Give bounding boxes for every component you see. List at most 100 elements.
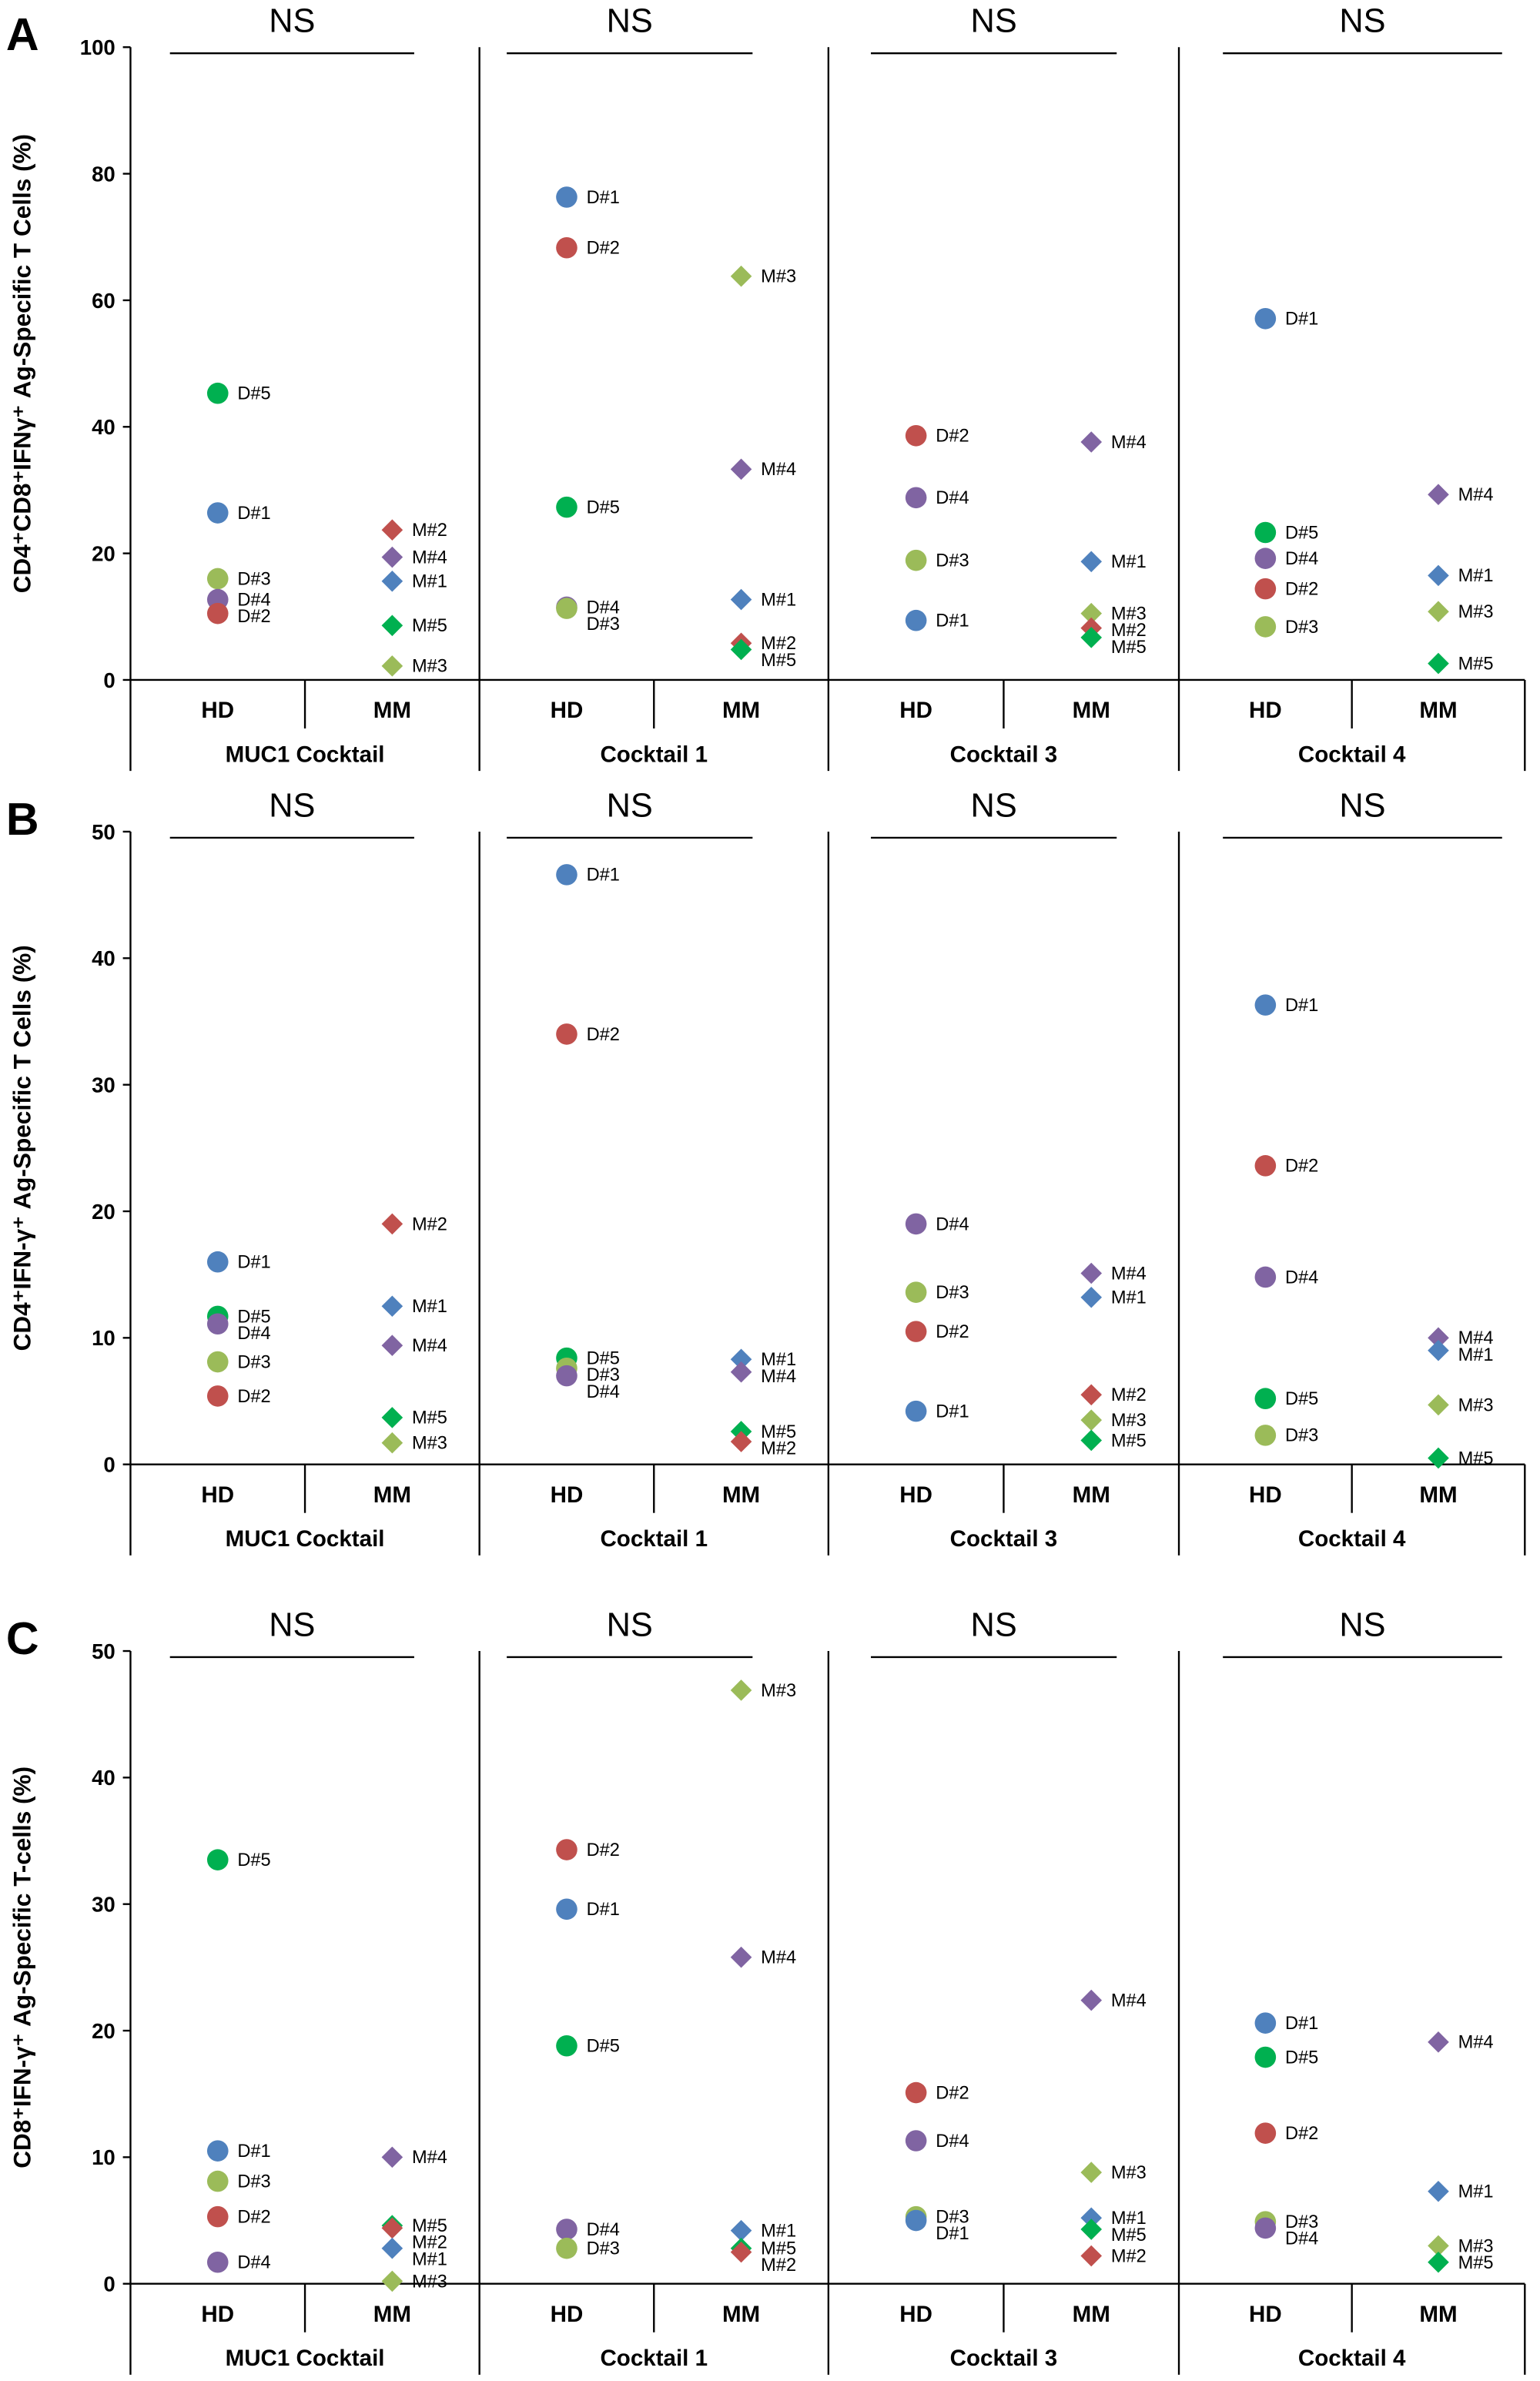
data-point-label: D#3 xyxy=(237,569,270,589)
data-point-label: D#2 xyxy=(587,1840,620,1860)
data-point-label: D#3 xyxy=(936,2207,969,2227)
data-point-hd xyxy=(905,424,927,447)
data-point-hd xyxy=(1254,616,1277,638)
y-tick-label: 50 xyxy=(92,820,116,844)
data-point-label: D#1 xyxy=(587,866,620,886)
data-point-label: M#1 xyxy=(1458,566,1494,586)
category-label: HD xyxy=(551,2302,584,2327)
data-point-mm xyxy=(730,1946,752,1968)
data-point-mm xyxy=(1080,1384,1103,1406)
significance-label: NS xyxy=(269,3,315,40)
data-point-label: M#4 xyxy=(412,2148,447,2168)
y-axis-label: CD4⁺CD8⁺IFNγ⁺ Ag-Specific T Cells (%) xyxy=(8,134,35,593)
category-label: HD xyxy=(201,2302,234,2327)
data-point-label: D#2 xyxy=(936,1322,969,1342)
data-point-hd xyxy=(1254,578,1277,600)
category-label: HD xyxy=(1249,1482,1282,1508)
data-point-label: M#1 xyxy=(761,1350,796,1370)
data-point-label: D#3 xyxy=(587,2239,620,2259)
data-point-mm xyxy=(1080,2245,1103,2267)
group-label: MUC1 Cocktail xyxy=(226,742,385,767)
data-point-hd xyxy=(1254,2217,1277,2239)
significance-label: NS xyxy=(607,3,653,40)
data-point-label: M#1 xyxy=(1111,2209,1147,2229)
data-point-label: M#1 xyxy=(761,2222,796,2242)
data-point-hd xyxy=(905,1281,927,1303)
data-point-label: M#5 xyxy=(412,616,447,636)
data-point-hd xyxy=(556,496,578,518)
data-point-label: M#4 xyxy=(761,1948,796,1968)
data-point-hd xyxy=(905,609,927,631)
data-point-hd xyxy=(905,1321,927,1342)
data-point-mm xyxy=(381,2146,403,2168)
data-point-hd xyxy=(556,1898,578,1921)
panel-letter: C xyxy=(6,1612,39,1664)
data-point-mm xyxy=(730,1361,752,1383)
data-point-label: D#2 xyxy=(587,1025,620,1045)
y-axis-label: CD4⁺IFN-γ⁺ Ag-Specific T Cells (%) xyxy=(8,945,35,1351)
data-point-label: D#5 xyxy=(1285,523,1318,543)
data-point-label: M#4 xyxy=(1111,1991,1147,2011)
group-label: Cocktail 4 xyxy=(1298,742,1406,767)
data-point-label: M#5 xyxy=(761,1422,796,1442)
data-point-hd xyxy=(905,1213,927,1235)
data-point-mm xyxy=(1080,1409,1103,1431)
data-point-label: D#3 xyxy=(237,1352,270,1372)
data-point-hd xyxy=(206,1313,229,1335)
data-point-label: D#3 xyxy=(237,2172,270,2192)
data-point-label: M#4 xyxy=(761,460,796,480)
data-point-label: D#2 xyxy=(587,239,620,259)
data-point-label: M#1 xyxy=(412,2249,447,2269)
data-point-label: M#4 xyxy=(412,1336,447,1356)
significance-label: NS xyxy=(607,1606,653,1643)
data-point-hd xyxy=(556,864,578,886)
data-point-label: M#2 xyxy=(1111,2246,1147,2266)
data-point-label: M#1 xyxy=(412,1297,447,1317)
category-label: MM xyxy=(1073,2302,1110,2327)
data-point-mm xyxy=(730,1348,752,1371)
data-point-mm xyxy=(730,265,752,287)
category-label: MM xyxy=(373,698,411,723)
y-axis-label: CD8⁺IFN-γ⁺ Ag-Specific T-cells (%) xyxy=(8,1766,35,2168)
data-point-label: M#2 xyxy=(761,2255,796,2276)
y-tick-label: 40 xyxy=(92,1766,116,1790)
data-point-hd xyxy=(206,1849,229,1870)
data-point-label: D#1 xyxy=(936,1402,969,1422)
data-point-hd xyxy=(206,568,229,590)
data-point-label: D#2 xyxy=(237,2207,270,2227)
data-point-mm xyxy=(1080,551,1103,573)
data-point-label: D#1 xyxy=(237,2142,270,2162)
y-tick-label: 20 xyxy=(92,1200,116,1224)
data-point-label: M#3 xyxy=(1111,1411,1147,1431)
data-point-label: M#1 xyxy=(1458,2182,1494,2202)
data-point-label: M#5 xyxy=(761,2239,796,2259)
data-point-label: D#2 xyxy=(1285,2124,1318,2144)
data-point-label: D#4 xyxy=(237,2253,270,2273)
y-tick-label: 0 xyxy=(103,1453,115,1477)
category-label: MM xyxy=(1419,698,1457,723)
data-point-mm xyxy=(730,2241,752,2263)
data-point-mm xyxy=(1080,1262,1103,1284)
group-label: Cocktail 4 xyxy=(1298,1526,1406,1552)
data-point-mm xyxy=(1080,431,1103,453)
group-label: MUC1 Cocktail xyxy=(226,2346,385,2371)
data-point-hd xyxy=(905,2081,927,2104)
data-point-hd xyxy=(556,1365,578,1387)
data-point-label: D#4 xyxy=(587,2220,620,2240)
data-point-hd xyxy=(556,1839,578,1860)
category-label: MM xyxy=(373,1482,411,1508)
significance-label: NS xyxy=(1339,1606,1385,1643)
data-point-label: M#2 xyxy=(1111,1385,1147,1405)
category-label: MM xyxy=(722,698,760,723)
data-point-label: M#5 xyxy=(1111,2225,1147,2245)
data-point-label: M#3 xyxy=(761,267,796,287)
group-label: Cocktail 1 xyxy=(600,742,708,767)
data-point-hd xyxy=(206,2205,229,2228)
data-point-label: M#1 xyxy=(1111,552,1147,572)
data-point-label: D#4 xyxy=(237,590,270,610)
y-tick-label: 30 xyxy=(92,1893,116,1917)
data-point-label: D#4 xyxy=(1285,1268,1318,1288)
data-point-label: D#3 xyxy=(936,551,969,571)
category-label: HD xyxy=(1249,698,1282,723)
